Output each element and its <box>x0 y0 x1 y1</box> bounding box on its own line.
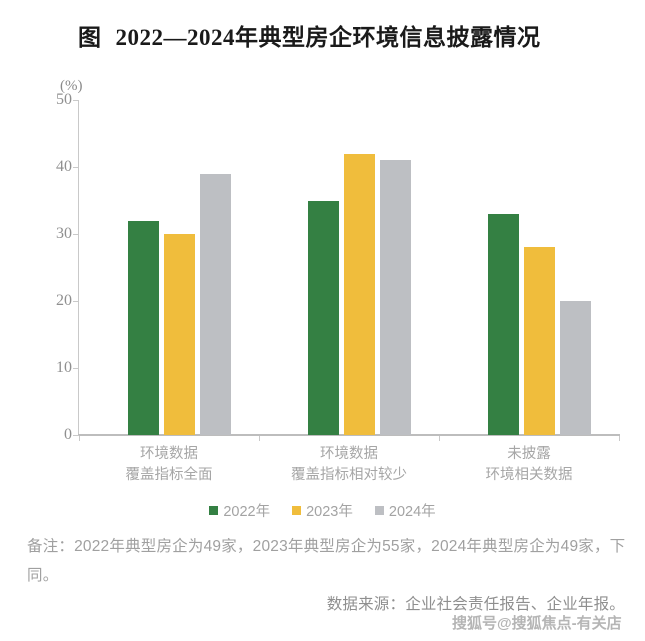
legend-item-2023[interactable]: 2023年 <box>292 500 353 521</box>
bar-group-2 <box>439 100 619 435</box>
y-axis-tick-20: 20 <box>56 292 72 309</box>
y-axis-tick-40: 40 <box>56 158 72 175</box>
category-0-line-1: 环境数据 <box>140 446 198 462</box>
bar-2024-cat2[interactable] <box>560 301 591 435</box>
page-title: 图 2022—2024年典型房企环境信息披露情况 <box>78 18 638 52</box>
bar-2024-cat1[interactable] <box>380 160 411 435</box>
chart-source: 数据来源：企业社会责任报告、企业年报。 <box>326 596 625 613</box>
bars-layer <box>79 100 620 435</box>
y-axis-tick-0: 0 <box>64 426 72 443</box>
chart-footnote: 备注：2022年典型房企为49家，2023年典型房企为55家，2024年典型房企… <box>27 538 626 584</box>
x-axis-category-label-2: 未披露 环境相关数据 <box>429 444 629 486</box>
category-1-line-2: 覆盖指标相对较少 <box>291 467 407 483</box>
bar-2023-cat2[interactable] <box>524 247 555 435</box>
category-0-line-2: 覆盖指标全面 <box>125 467 213 483</box>
category-1-line-1: 环境数据 <box>320 446 378 462</box>
x-axis-tick-mark-2 <box>439 436 440 441</box>
y-axis-tick-10: 10 <box>56 359 72 376</box>
legend-label-2022: 2022年 <box>223 504 271 520</box>
legend-item-2022[interactable]: 2022年 <box>209 500 270 521</box>
x-axis-tick-mark-1 <box>259 436 260 441</box>
bar-2022-cat1[interactable] <box>308 200 339 435</box>
title-main: 2022—2024年典型房企环境信息披露情况 <box>115 25 541 50</box>
bar-2023-cat1[interactable] <box>344 153 375 435</box>
x-axis-category-label-1: 环境数据 覆盖指标相对较少 <box>249 444 449 486</box>
y-axis-unit-label: (%) <box>60 78 83 94</box>
watermark-text: 搜狐号@搜狐焦点-有关店 <box>452 615 622 632</box>
y-axis-tick-30: 30 <box>56 225 72 242</box>
x-axis-line <box>78 434 620 436</box>
legend-swatch-icon-2022 <box>209 506 219 515</box>
y-axis-tick-mark-30 <box>73 234 79 235</box>
chart-legend: 2022年 2023年 2024年 <box>0 500 645 521</box>
y-axis-line <box>78 100 79 435</box>
bar-2024-cat0[interactable] <box>200 173 231 435</box>
y-axis-tick-mark-20 <box>73 301 79 302</box>
y-axis-tick-mark-50 <box>73 100 79 101</box>
x-axis-category-label-0: 环境数据 覆盖指标全面 <box>69 444 269 486</box>
legend-swatch-icon-2024 <box>374 506 384 515</box>
legend-label-2023: 2023年 <box>306 504 353 520</box>
legend-item-2024[interactable]: 2024年 <box>374 500 436 521</box>
legend-swatch-icon-2023 <box>292 506 302 515</box>
x-axis-tick-mark-3 <box>619 436 620 441</box>
y-axis-tick-50: 50 <box>56 91 72 108</box>
bar-2023-cat0[interactable] <box>164 234 195 435</box>
x-axis-tick-mark-0 <box>79 436 80 441</box>
bar-group-0 <box>79 100 259 435</box>
category-2-line-2: 环境相关数据 <box>485 467 573 483</box>
y-axis-tick-mark-40 <box>73 167 79 168</box>
bar-group-1 <box>259 100 439 435</box>
chart-plot-area: (%) 50 40 30 20 10 0 <box>22 78 622 443</box>
title-prefix: 图 <box>78 25 102 50</box>
legend-label-2024: 2024年 <box>388 504 436 520</box>
y-axis-tick-mark-10 <box>73 368 79 369</box>
category-2-line-1: 未披露 <box>507 446 551 462</box>
bar-2022-cat0[interactable] <box>128 220 159 435</box>
bar-2022-cat2[interactable] <box>488 213 519 435</box>
y-axis-tick-mark-0 <box>73 435 79 436</box>
